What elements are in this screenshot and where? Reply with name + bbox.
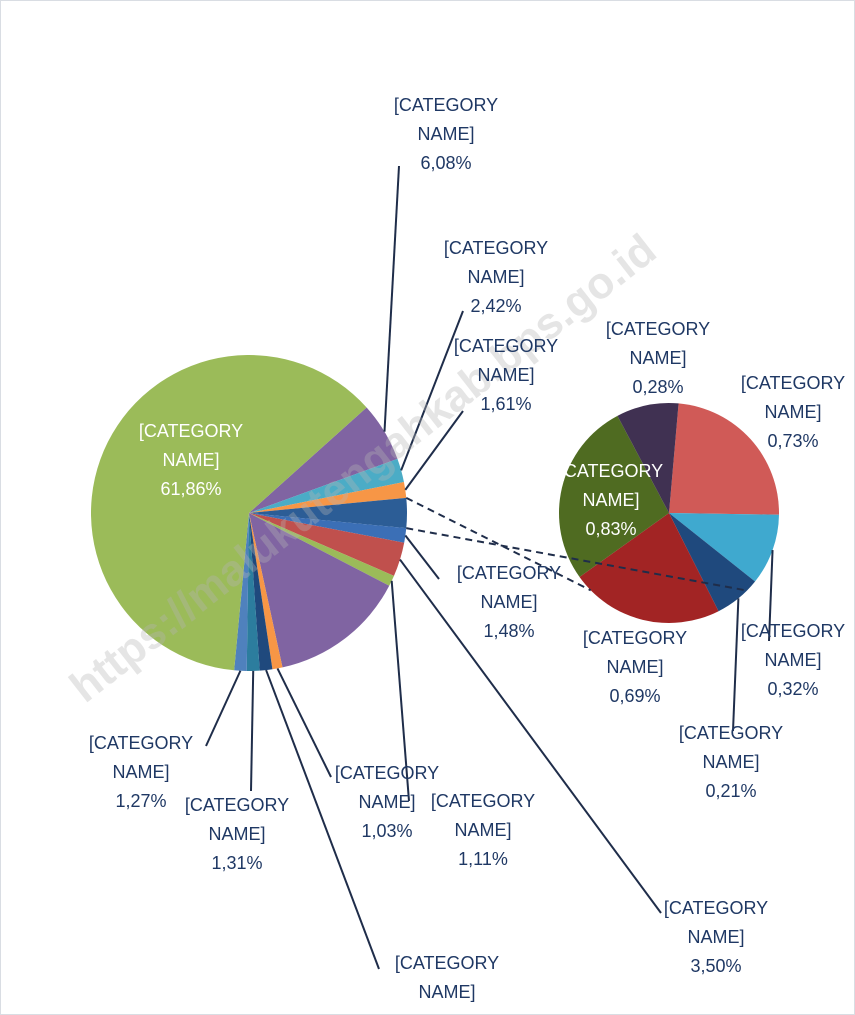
- slice-value-label: 0,21%: [705, 781, 757, 801]
- slice-value-label: 1,29%: [385, 1007, 509, 1014]
- leader-line: [276, 667, 332, 778]
- slice-value-label: 1,48%: [483, 621, 535, 641]
- slice-value-label: 0,69%: [609, 686, 661, 706]
- slice-label: [CATEGORY NAME]: [138, 421, 244, 470]
- pie-slice: [249, 497, 408, 529]
- leader-line: [400, 310, 464, 471]
- pie-slice: [246, 513, 260, 672]
- pie-slice: [249, 458, 404, 513]
- slice-label: [CATEGORY NAME]: [443, 238, 549, 287]
- leader-line: [265, 669, 380, 970]
- pie-slice: [249, 513, 390, 668]
- connector-line: [405, 496, 592, 592]
- slice-value-label: 0,28%: [632, 377, 684, 397]
- slice-value-label: 1,31%: [211, 853, 263, 873]
- leader-line: [383, 165, 400, 432]
- slice-value-label: 0,32%: [767, 679, 819, 699]
- leader-line: [404, 410, 464, 491]
- slice-value-label: 2,42%: [470, 296, 522, 316]
- slice-label: [CATEGORY NAME]: [558, 461, 664, 510]
- slice-value-label: 1,03%: [361, 821, 413, 841]
- slice-label: [CATEGORY NAME]: [740, 621, 846, 670]
- leader-line: [768, 550, 774, 642]
- secondary-slice: [669, 513, 779, 582]
- slice-value-label: 6,08%: [420, 153, 472, 173]
- connector-line: [406, 527, 748, 592]
- secondary-slice: [579, 513, 719, 623]
- pie-slice: [249, 513, 283, 670]
- slice-label: [CATEGORY NAME]: [453, 336, 559, 385]
- leader-line: [390, 580, 410, 802]
- slice-label: [CATEGORY NAME]: [393, 95, 499, 144]
- slice-label: [CATEGORY NAME]: [394, 953, 500, 1002]
- slice-value-label: 3,50%: [690, 956, 742, 976]
- slice-label: [CATEGORY NAME]: [663, 898, 769, 947]
- slice-label: [CATEGORY NAME]: [605, 319, 711, 368]
- pie-slice: [234, 513, 249, 671]
- pie-slice: [249, 513, 407, 543]
- pie-slice: [90, 354, 367, 671]
- slice-label: [CATEGORY NAME]: [184, 795, 290, 844]
- leader-line: [205, 670, 242, 747]
- slice-value-label: 61,86%: [160, 479, 222, 499]
- secondary-slice: [669, 513, 756, 612]
- slice-value-label: 1,27%: [115, 791, 167, 811]
- secondary-slice: [617, 403, 679, 513]
- slice-label: [CATEGORY NAME]: [430, 791, 536, 840]
- secondary-slice: [559, 415, 669, 578]
- slice-label: [CATEGORY NAME]: [740, 373, 846, 422]
- leader-line: [399, 558, 662, 914]
- pie-slice: [249, 482, 407, 513]
- leader-line: [732, 598, 740, 732]
- slice-label: [CATEGORY NAME]: [456, 563, 562, 612]
- pie-slice: [249, 513, 394, 586]
- slice-value-label: 1,61%: [480, 394, 532, 414]
- slice-value-label: 0,83%: [585, 519, 637, 539]
- leader-line: [250, 670, 255, 792]
- pie-slice: [249, 407, 398, 513]
- slice-label: [CATEGORY NAME]: [678, 723, 784, 772]
- leader-line: [404, 534, 440, 580]
- slice-value-label: 0,73%: [767, 431, 819, 451]
- pie-slice: [249, 513, 273, 671]
- pie-slice: [249, 513, 405, 576]
- slice-label: [CATEGORY NAME]: [582, 628, 688, 677]
- slice-value-label: 1,11%: [458, 849, 508, 869]
- secondary-slice: [669, 403, 779, 515]
- slice-label: [CATEGORY NAME]: [334, 763, 440, 812]
- slice-label: [CATEGORY NAME]: [88, 733, 194, 782]
